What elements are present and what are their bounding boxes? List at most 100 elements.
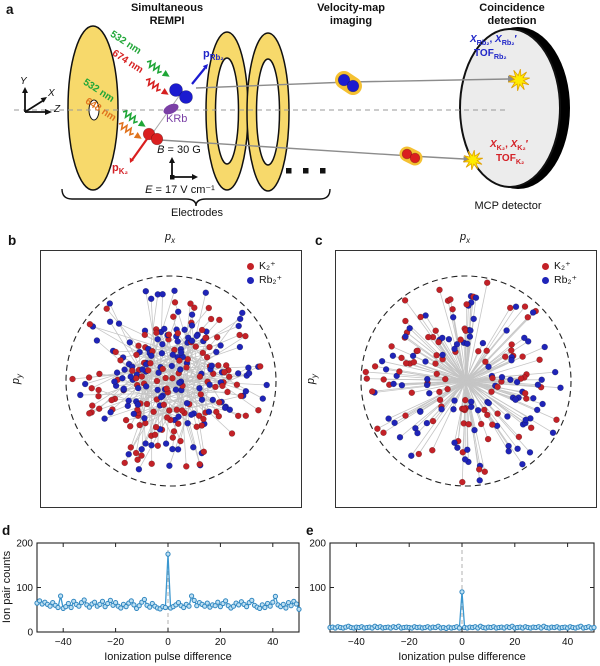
x-tick-label: −40 bbox=[348, 637, 365, 648]
ion-dot bbox=[439, 334, 446, 342]
ion-dot bbox=[224, 388, 231, 396]
y-tick-label: 200 bbox=[16, 539, 33, 550]
ion-dot bbox=[85, 374, 93, 381]
data-marker bbox=[113, 600, 119, 606]
ion-dot bbox=[177, 366, 184, 373]
panel-letter-b: b bbox=[8, 233, 17, 248]
ion-dot bbox=[148, 352, 155, 360]
panel-letter-c: c bbox=[315, 233, 323, 248]
ion-dot bbox=[208, 362, 216, 369]
ion-dot bbox=[417, 408, 424, 416]
ion-dot bbox=[508, 341, 515, 348]
legend-swatch-icon bbox=[247, 276, 254, 284]
ion-dot bbox=[483, 279, 491, 286]
ion-dot bbox=[406, 325, 413, 332]
data-marker bbox=[118, 605, 124, 611]
data-marker bbox=[293, 601, 299, 607]
ion-dot bbox=[153, 377, 161, 385]
legend-row: Rb₂⁺ bbox=[542, 273, 577, 287]
ion-dot bbox=[132, 449, 140, 457]
data-marker bbox=[189, 593, 195, 599]
ion-dot bbox=[380, 376, 387, 383]
electrodes-label: Electrodes bbox=[171, 207, 223, 219]
heading-rempi-line2: REMPI bbox=[149, 14, 185, 27]
ion-dot bbox=[408, 452, 415, 459]
ion-dot bbox=[95, 405, 103, 412]
ion-dot bbox=[134, 456, 141, 463]
k2-molecule bbox=[142, 127, 164, 146]
y-tick-label: 0 bbox=[27, 628, 33, 639]
ion-dot bbox=[170, 313, 177, 320]
ion-dot bbox=[158, 350, 166, 357]
ion-dot bbox=[142, 383, 150, 390]
ion-dot bbox=[242, 332, 249, 340]
ion-dot bbox=[207, 315, 215, 323]
data-marker bbox=[58, 593, 64, 599]
ion-dot bbox=[508, 347, 515, 354]
ion-dot bbox=[172, 386, 180, 393]
ion-dot bbox=[103, 305, 110, 312]
ion-dot bbox=[138, 452, 145, 459]
panel-letter-d: d bbox=[2, 523, 11, 538]
ion-dot bbox=[402, 412, 409, 419]
ion-dot bbox=[521, 303, 529, 310]
legend-label: Rb₂⁺ bbox=[259, 274, 283, 286]
ion-dot bbox=[245, 370, 253, 377]
ion-dot bbox=[481, 406, 488, 414]
ion-dot bbox=[541, 343, 548, 351]
ion-dot bbox=[414, 429, 421, 437]
data-marker bbox=[136, 603, 142, 609]
ion-dot bbox=[401, 297, 409, 304]
ion-dot bbox=[171, 287, 178, 295]
data-marker bbox=[141, 596, 147, 603]
ion-dot bbox=[119, 374, 126, 382]
ion-dot bbox=[557, 384, 564, 392]
ion-dot bbox=[136, 421, 143, 429]
line-plot-e: −40 −20 0 20 40 100 200 Ionization pulse differ… bbox=[309, 539, 597, 663]
ion-dot bbox=[126, 339, 134, 346]
ion-dot bbox=[390, 380, 397, 388]
x-tick-label: 0 bbox=[165, 637, 171, 648]
ion-dot bbox=[177, 349, 185, 356]
ion-dot bbox=[135, 466, 143, 473]
legend-row: Rb₂⁺ bbox=[247, 273, 282, 287]
ion-dot bbox=[184, 420, 191, 427]
ion-dot bbox=[439, 351, 446, 359]
data-marker bbox=[65, 600, 72, 607]
ion-dot bbox=[134, 384, 142, 392]
data-marker bbox=[92, 599, 98, 605]
ion-dot bbox=[183, 463, 190, 470]
ion-dot bbox=[470, 315, 477, 323]
ion-dot bbox=[422, 358, 429, 365]
ion-dot bbox=[505, 442, 512, 450]
py-label-c: py bbox=[304, 374, 320, 385]
legend-swatch-icon bbox=[542, 276, 549, 284]
ion-dot bbox=[536, 356, 543, 364]
heading-vmi-line2: imaging bbox=[329, 14, 373, 27]
ion-dot bbox=[191, 304, 198, 311]
plot-frame bbox=[335, 250, 597, 508]
data-marker bbox=[123, 604, 129, 610]
ion-dot bbox=[132, 375, 140, 382]
tick-marks bbox=[330, 542, 594, 633]
coordinate-axes-icon bbox=[24, 92, 47, 113]
ion-dot bbox=[193, 332, 201, 340]
ion-dot bbox=[449, 305, 456, 313]
ion-dot bbox=[462, 396, 469, 404]
ion-dot bbox=[442, 375, 449, 383]
ion-dot bbox=[465, 420, 472, 428]
ion-dot bbox=[445, 335, 453, 343]
ion-dot bbox=[200, 415, 207, 423]
ion-dot bbox=[221, 368, 228, 376]
trajectory-arrowhead-rb2 bbox=[508, 75, 516, 83]
ion-dot bbox=[467, 398, 475, 406]
ion-dot bbox=[485, 363, 492, 371]
ion-dot bbox=[176, 379, 183, 386]
y-tick-label: 100 bbox=[309, 583, 326, 594]
ion-dot bbox=[89, 402, 96, 409]
ion-dot bbox=[432, 327, 439, 334]
ion-dot bbox=[484, 435, 492, 443]
ion-dot bbox=[263, 381, 270, 389]
ion-dot bbox=[125, 397, 132, 404]
ion-dot bbox=[226, 406, 234, 413]
